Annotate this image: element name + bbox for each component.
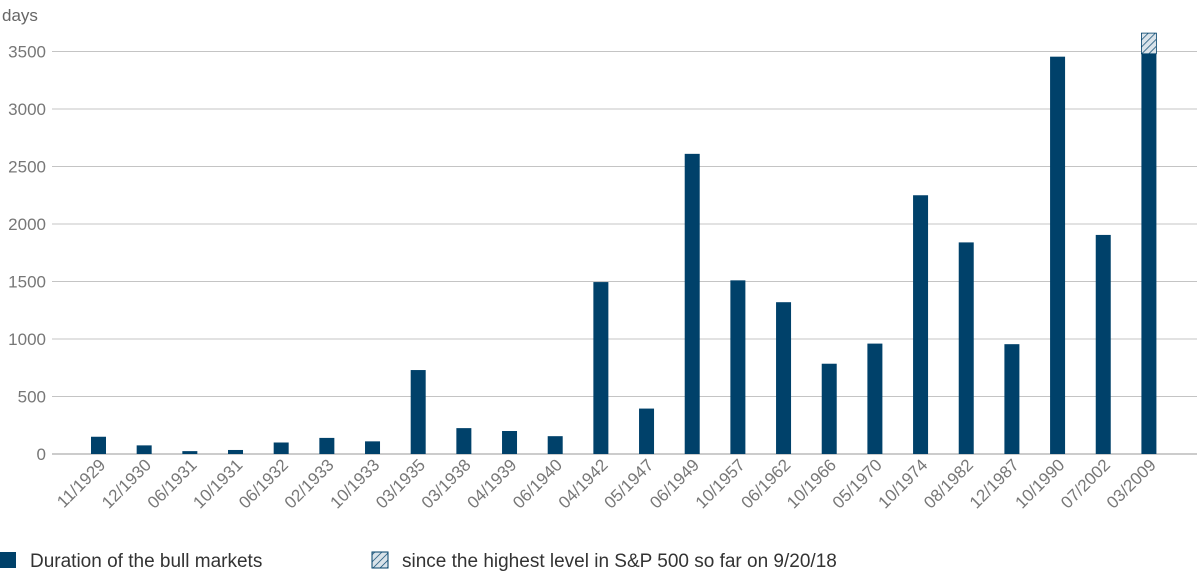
- bar-05-1970: [867, 343, 883, 454]
- bar-08-1982: [958, 242, 974, 454]
- legend-label-since-highest: since the highest level in S&P 500 so fa…: [402, 551, 837, 572]
- bar-10-1957: [730, 280, 746, 454]
- x-tick-label: 07/2002: [1057, 455, 1114, 512]
- x-tick-label: 06/1949: [646, 455, 703, 512]
- y-tick-label: 0: [37, 445, 46, 464]
- x-tick-label: 06/1931: [144, 455, 201, 512]
- bars: [91, 32, 1157, 455]
- bar-12-1987: [1004, 344, 1020, 454]
- x-tick-label: 04/1942: [555, 455, 612, 512]
- bar-06-1931: [182, 451, 198, 454]
- bar-02-1933: [319, 437, 335, 454]
- x-tick-label: 06/1940: [509, 455, 566, 512]
- bar-12-1930: [136, 445, 152, 454]
- y-tick-label: 1500: [8, 273, 46, 292]
- x-tick-label: 10/1957: [692, 455, 749, 512]
- bar-06-1940: [547, 436, 563, 454]
- x-tick-label: 03/1938: [418, 455, 475, 512]
- x-axis-ticks: 11/192912/193006/193110/193106/193202/19…: [53, 455, 1159, 512]
- y-tick-label: 1000: [8, 330, 46, 349]
- y-tick-label: 2500: [8, 158, 46, 177]
- y-tick-label: 2000: [8, 215, 46, 234]
- y-tick-label: 500: [18, 388, 46, 407]
- bar-03-1935: [410, 370, 426, 454]
- x-tick-label: 10/1990: [1012, 455, 1069, 512]
- x-tick-label: 04/1939: [463, 455, 520, 512]
- x-tick-label: 03/1935: [372, 455, 429, 512]
- bar-07-2002: [1095, 234, 1111, 454]
- x-tick-label: 10/1966: [783, 455, 840, 512]
- gridlines: [52, 51, 1197, 455]
- x-tick-label: 10/1931: [189, 455, 246, 512]
- bar-10-1990: [1050, 56, 1066, 455]
- bar-10-1974: [913, 195, 929, 454]
- x-tick-label: 02/1933: [281, 455, 338, 512]
- y-axis-unit-label: days: [2, 6, 38, 25]
- x-tick-label: 03/2009: [1103, 455, 1160, 512]
- bar-11-1929: [91, 436, 106, 454]
- bar-04-1939: [502, 431, 518, 454]
- bar-03-2009: [1141, 53, 1157, 455]
- x-tick-label: 12/1930: [98, 455, 155, 512]
- y-axis-ticks: 0 500 1000 1500 2000 2500 3000 3500: [8, 43, 46, 465]
- x-tick-label: 10/1933: [326, 455, 383, 512]
- bar-extension-03-2009: [1141, 32, 1157, 55]
- x-tick-label: 06/1932: [235, 455, 292, 512]
- y-tick-label: 3000: [8, 100, 46, 119]
- legend: Duration of the bull markets since the hi…: [0, 551, 837, 572]
- bar-10-1966: [821, 363, 837, 454]
- legend-swatch-solid: [0, 552, 16, 568]
- bar-05-1947: [639, 408, 655, 454]
- legend-swatch-hatched: [371, 551, 389, 569]
- x-tick-label: 05/1947: [600, 455, 657, 512]
- bar-10-1931: [228, 449, 244, 454]
- bar-04-1942: [593, 282, 609, 454]
- legend-label-duration: Duration of the bull markets: [30, 551, 262, 572]
- x-tick-label: 08/1982: [920, 455, 977, 512]
- x-tick-label: 05/1970: [829, 455, 886, 512]
- bar-06-1949: [684, 153, 700, 454]
- x-tick-label: 06/1962: [737, 455, 794, 512]
- x-tick-label: 12/1987: [966, 455, 1023, 512]
- bar-06-1932: [273, 442, 289, 454]
- x-tick-label: 10/1974: [874, 455, 931, 512]
- bar-03-1938: [456, 428, 472, 454]
- bar-06-1962: [776, 302, 792, 454]
- bar-10-1933: [365, 441, 381, 454]
- y-tick-label: 3500: [8, 43, 46, 62]
